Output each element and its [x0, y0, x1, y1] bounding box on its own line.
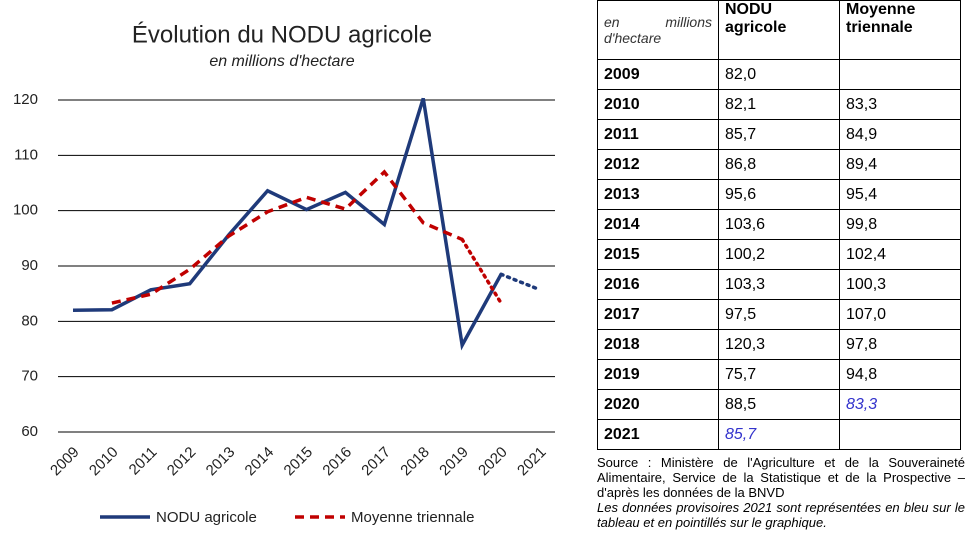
- header-cell: Moyenne triennale: [839, 0, 961, 60]
- value-cell: 103,3: [718, 269, 840, 300]
- table-row: 2011 85,7 84,9: [597, 119, 961, 150]
- chart-subtitle: en millions d'hectare: [209, 53, 354, 70]
- x-tick-label: 2019: [436, 444, 472, 480]
- series-line: [460, 237, 503, 305]
- year-cell: 2015: [597, 239, 719, 270]
- y-tick-label: 120: [13, 91, 38, 108]
- value-cell: 85,7: [718, 419, 840, 450]
- year-cell: 2019: [597, 359, 719, 390]
- value-cell: 86,8: [718, 149, 840, 180]
- table-row: 2014 103,6 99,8: [597, 209, 961, 240]
- value-cell: 95,4: [839, 179, 961, 210]
- header-cell: en millions d'hectare: [597, 0, 719, 60]
- header-row: en millions d'hectare NODU agricole Moyenn…: [597, 0, 961, 60]
- chart-title: Évolution du NODU agricole: [132, 21, 432, 48]
- data-table: en millions d'hectare NODU agricole Moyenn…: [597, 0, 961, 450]
- x-tick-label: 2015: [281, 444, 317, 480]
- value-cell: 100,2: [718, 239, 840, 270]
- notes: Source : Ministère de l'Agriculture et d…: [597, 455, 965, 543]
- x-tick-label: 2014: [242, 444, 278, 480]
- value-cell: 88,5: [718, 389, 840, 420]
- x-tick-label: 2017: [358, 444, 394, 480]
- value-cell: 89,4: [839, 149, 961, 180]
- table-row: 2013 95,6 95,4: [597, 179, 961, 210]
- x-tick-label: 2012: [164, 444, 200, 480]
- year-cell: 2009: [597, 59, 719, 90]
- table-row: 2012 86,8 89,4: [597, 149, 961, 180]
- x-tick-label: 2010: [86, 444, 122, 480]
- value-cell: 82,1: [718, 89, 840, 120]
- source: Source : Ministère de l'Agriculture et d…: [597, 455, 965, 500]
- table-row: 2018 120,3 97,8: [597, 329, 961, 360]
- y-tick-label: 70: [21, 368, 38, 385]
- value-cell: 100,3: [839, 269, 961, 300]
- year-cell: 2018: [597, 329, 719, 360]
- value-cell: 85,7: [718, 119, 840, 150]
- value-cell: 84,9: [839, 119, 961, 150]
- year-cell: 2013: [597, 179, 719, 210]
- value-cell: 99,8: [839, 209, 961, 240]
- table-row: 2019 75,7 94,8: [597, 359, 961, 390]
- y-tick-label: 100: [13, 202, 38, 219]
- x-tick-label: 2020: [475, 444, 511, 480]
- header-cell: NODU agricole: [718, 0, 840, 60]
- note: Les données provisoires 2021 sont représ…: [597, 500, 965, 530]
- y-tick-label: 80: [21, 312, 38, 329]
- year-cell: 2017: [597, 299, 719, 330]
- value-cell: 94,8: [839, 359, 961, 390]
- y-tick-label: 90: [21, 257, 38, 274]
- value-cell: 83,3: [839, 389, 961, 420]
- x-tick-label: 2009: [47, 444, 83, 480]
- year-cell: 2014: [597, 209, 719, 240]
- value-cell: 97,5: [718, 299, 840, 330]
- table-row: 2015 100,2 102,4: [597, 239, 961, 270]
- year-cell: 2021: [597, 419, 719, 450]
- x-tick-label: 2018: [397, 444, 433, 480]
- y-tick-label: 110: [14, 146, 38, 163]
- series-line: [499, 272, 542, 292]
- table-row: 2021 85,7: [597, 419, 961, 450]
- x-tick-label: 2011: [126, 444, 161, 479]
- series-line: [111, 169, 463, 305]
- year-cell: 2010: [597, 89, 719, 120]
- value-cell: 82,0: [718, 59, 840, 90]
- table-row: 2016 103,3 100,3: [597, 269, 961, 300]
- series-line: [72, 97, 503, 351]
- legend-label: NODU agricole: [156, 509, 257, 526]
- value-cell: 103,6: [718, 209, 840, 240]
- year-cell: 2020: [597, 389, 719, 420]
- table-row: 2010 82,1 83,3: [597, 89, 961, 120]
- value-cell: 83,3: [839, 89, 961, 120]
- value-cell: 97,8: [839, 329, 961, 360]
- chart: Évolution du NODU agricole en millions d…: [13, 21, 555, 526]
- value-cell: 102,4: [839, 239, 961, 270]
- x-tick-label: 2021: [514, 444, 550, 480]
- x-tick-label: 2016: [319, 444, 355, 480]
- year-cell: 2011: [597, 119, 719, 150]
- value-cell: 107,0: [839, 299, 961, 330]
- year-cell: 2016: [597, 269, 719, 300]
- table-row: 2020 88,5 83,3: [597, 389, 961, 420]
- value-cell: 75,7: [718, 359, 840, 390]
- legend-label: Moyenne triennale: [351, 509, 474, 526]
- value-cell: 95,6: [718, 179, 840, 210]
- value-cell: [839, 59, 961, 90]
- value-cell: [839, 419, 961, 450]
- table-row: 2009 82,0: [597, 59, 961, 90]
- table-row: 2017 97,5 107,0: [597, 299, 961, 330]
- value-cell: 120,3: [718, 329, 840, 360]
- year-cell: 2012: [597, 149, 719, 180]
- x-tick-label: 2013: [203, 444, 239, 480]
- y-tick-label: 60: [21, 423, 38, 440]
